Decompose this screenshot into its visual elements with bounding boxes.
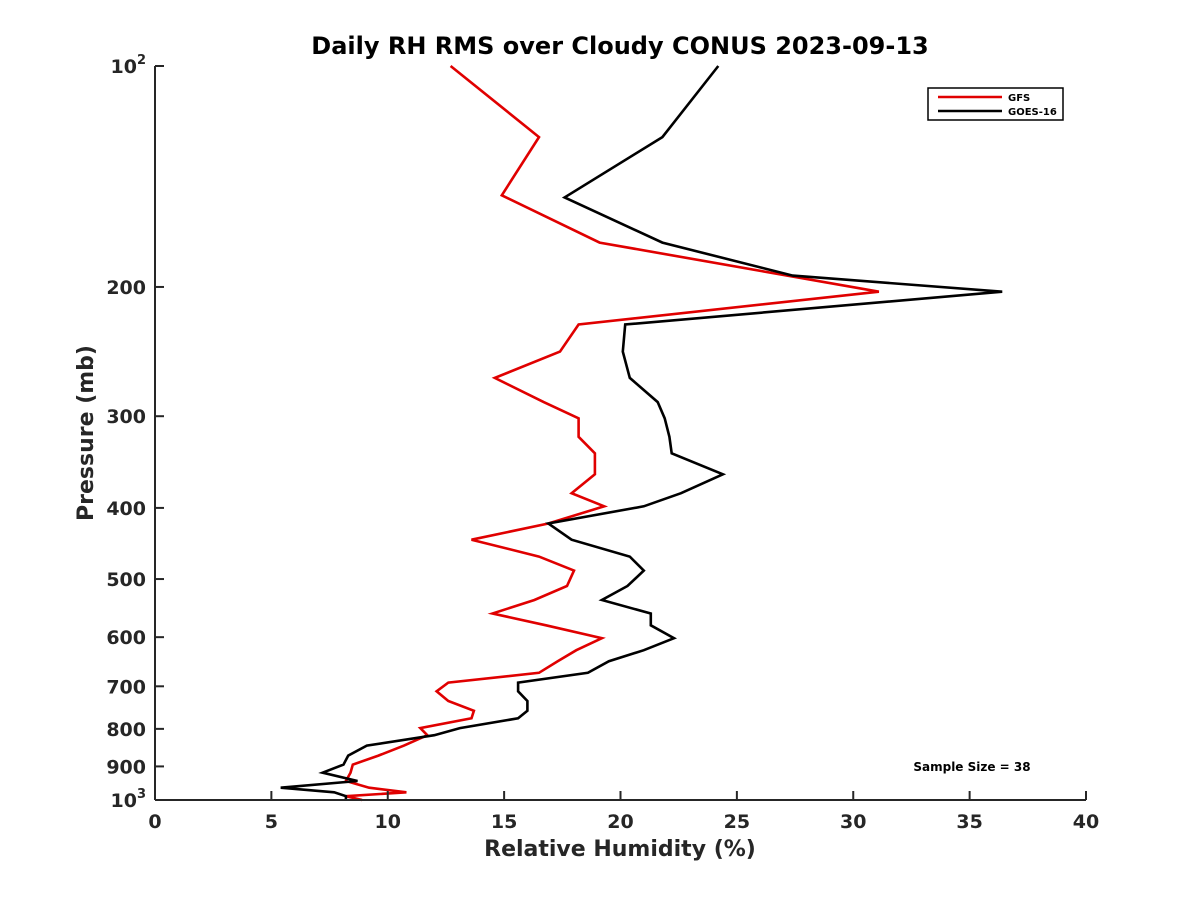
series-line-goes-16 xyxy=(280,65,1003,800)
x-tick-label: 30 xyxy=(840,811,866,833)
y-tick-label: 500 xyxy=(106,569,146,591)
x-tick-label: 35 xyxy=(956,811,982,833)
legend-label-goes-16: GOES-16 xyxy=(1008,107,1057,118)
x-tick-label: 40 xyxy=(1073,811,1099,833)
x-tick-label: 10 xyxy=(375,811,401,833)
y-tick-label: 300 xyxy=(106,406,146,428)
legend-box xyxy=(927,87,1064,121)
y-tick-label: 800 xyxy=(106,719,146,741)
y-ticks: 102 200 300 400 500 600 700 800 900 103 xyxy=(106,53,164,812)
sample-size-annotation: Sample Size = 38 xyxy=(913,760,1030,774)
y-axis-label: Pressure (mb) xyxy=(74,345,99,521)
series-line-gfs xyxy=(343,64,880,802)
y-tick-label: 200 xyxy=(106,277,146,299)
legend: GFS GOES-16 xyxy=(927,87,1064,121)
x-tick-label: 20 xyxy=(607,811,633,833)
x-ticks: 0 5 10 15 20 25 30 35 40 xyxy=(148,791,1099,833)
y-tick-label: 900 xyxy=(106,756,146,778)
y-tick-label: 600 xyxy=(106,627,146,649)
y-tick-label: 700 xyxy=(106,676,146,698)
series-layer xyxy=(280,64,1003,802)
x-axis-label: Relative Humidity (%) xyxy=(484,837,756,862)
x-tick-label: 25 xyxy=(724,811,750,833)
x-tick-label: 15 xyxy=(491,811,517,833)
legend-label-gfs: GFS xyxy=(1008,93,1030,104)
y-tick-label: 400 xyxy=(106,498,146,520)
y-tick-label: 102 xyxy=(111,53,147,78)
x-tick-label: 0 xyxy=(148,811,161,833)
x-tick-label: 5 xyxy=(265,811,278,833)
y-tick-label: 103 xyxy=(111,787,147,812)
chart-title: Daily RH RMS over Cloudy CONUS 2023-09-1… xyxy=(311,32,928,60)
